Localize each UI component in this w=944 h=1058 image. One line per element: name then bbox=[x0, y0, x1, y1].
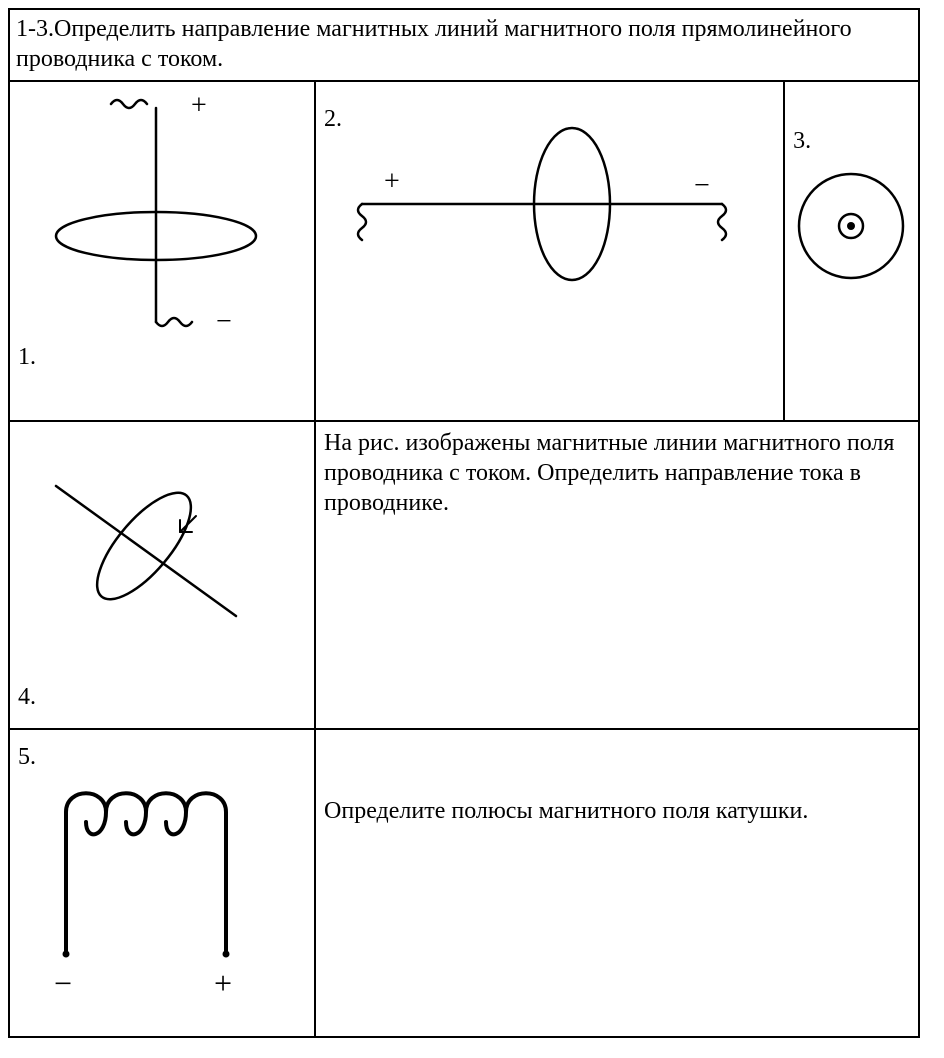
q5-task-text: Определите полюсы магнитного поля катушк… bbox=[322, 794, 912, 826]
q4-task-text: На рис. изображены магнитные линии магни… bbox=[322, 426, 912, 518]
diagram-q5: − + bbox=[16, 742, 286, 1002]
cell-q5-text: Определите полюсы магнитного поля катушк… bbox=[315, 729, 919, 1037]
worksheet-table: 1-3.Определить направление магнитных лин… bbox=[8, 8, 920, 1038]
header-text: 1-3.Определить направление магнитных лин… bbox=[16, 14, 912, 74]
svg-text:−: − bbox=[694, 170, 710, 201]
cell-q2: 2. + − bbox=[315, 81, 784, 421]
svg-text:+: + bbox=[214, 965, 232, 1001]
worksheet-container: 1-3.Определить направление магнитных лин… bbox=[0, 0, 944, 1058]
cell-q1: + − 1. bbox=[9, 81, 315, 421]
q1-number: 1. bbox=[18, 342, 36, 372]
cell-q5-figure: 5. − + bbox=[9, 729, 315, 1037]
q5-number: 5. bbox=[18, 742, 36, 772]
q2-number: 2. bbox=[324, 104, 342, 134]
diagram-q2: + − bbox=[322, 104, 762, 334]
svg-text:−: − bbox=[216, 306, 232, 337]
diagram-q1: + − bbox=[16, 86, 286, 346]
cell-q4-figure: 4. bbox=[9, 421, 315, 729]
cell-q3: 3. bbox=[784, 81, 919, 421]
q3-number: 3. bbox=[793, 126, 811, 156]
svg-text:+: + bbox=[384, 166, 400, 197]
q4-number: 4. bbox=[18, 682, 36, 712]
svg-text:−: − bbox=[54, 965, 72, 1001]
header-cell: 1-3.Определить направление магнитных лин… bbox=[9, 9, 919, 81]
cell-q4-text: На рис. изображены магнитные линии магни… bbox=[315, 421, 919, 729]
diagram-q4 bbox=[16, 426, 286, 666]
svg-text:+: + bbox=[191, 90, 207, 121]
